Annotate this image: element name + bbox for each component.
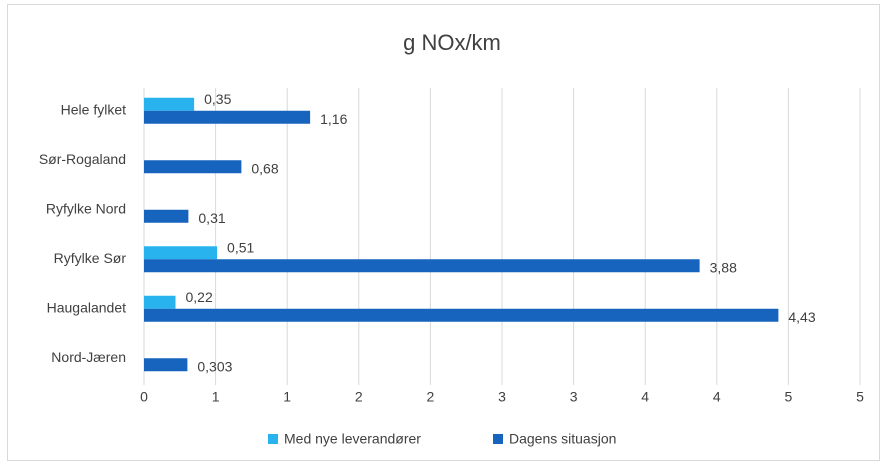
- bar: [144, 110, 311, 124]
- x-tick-label: 1: [283, 389, 291, 405]
- x-tick-label: 0: [140, 389, 148, 405]
- chart-title: g NOx/km: [403, 30, 501, 55]
- y-tick-label: Ryfylke Nord: [46, 200, 126, 216]
- data-label: 0,31: [198, 210, 225, 226]
- x-tick-label: 5: [785, 389, 793, 405]
- x-tick-label: 4: [641, 389, 649, 405]
- x-tick-label: 2: [355, 389, 363, 405]
- x-tick-label: 2: [427, 389, 435, 405]
- legend-label: Med nye leverandører: [284, 431, 421, 447]
- data-label: 1,16: [320, 111, 347, 127]
- data-label: 0,35: [204, 91, 231, 107]
- y-tick-label: Nord-Jæren: [51, 349, 126, 365]
- bar: [144, 295, 176, 309]
- y-tick-label: Hele fylket: [61, 101, 126, 117]
- legend-swatch: [268, 434, 278, 444]
- data-label: 0,68: [251, 160, 278, 176]
- data-label: 0,22: [186, 289, 213, 305]
- bar: [144, 259, 700, 273]
- x-tick-label: 1: [212, 389, 220, 405]
- x-tick-label: 5: [856, 389, 864, 405]
- y-tick-label: Haugalandet: [47, 299, 127, 315]
- legend-swatch: [493, 434, 503, 444]
- legend-label: Dagens situasjon: [509, 431, 616, 447]
- bar: [144, 97, 195, 111]
- chart-border: [7, 4, 880, 461]
- data-label: 0,303: [197, 358, 232, 374]
- bar: [144, 246, 218, 260]
- data-label: 3,88: [710, 259, 737, 275]
- bar: [144, 308, 779, 322]
- data-label: 4,43: [788, 309, 815, 325]
- data-label: 0,51: [227, 239, 254, 255]
- x-tick-label: 3: [570, 389, 578, 405]
- bar: [144, 160, 242, 174]
- y-tick-label: Sør-Rogaland: [39, 151, 126, 167]
- bar: [144, 358, 188, 372]
- x-tick-label: 4: [713, 389, 721, 405]
- bar: [144, 209, 189, 223]
- y-tick-label: Ryfylke Sør: [54, 250, 127, 266]
- x-tick-label: 3: [498, 389, 506, 405]
